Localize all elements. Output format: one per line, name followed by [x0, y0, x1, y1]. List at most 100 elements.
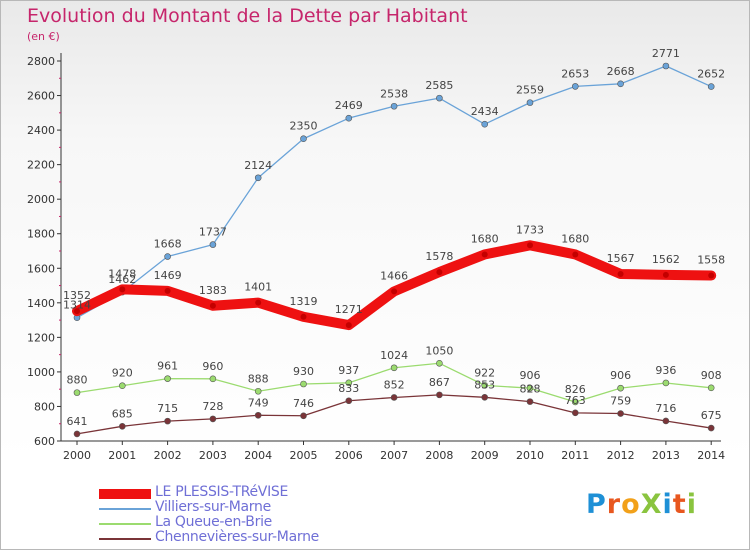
data-point	[164, 253, 171, 260]
data-label: 746	[293, 397, 314, 410]
data-point	[390, 394, 398, 401]
x-tick-label: 2000	[63, 449, 91, 462]
data-label: 937	[338, 364, 359, 377]
data-label: 880	[67, 374, 88, 387]
data-point	[436, 359, 443, 367]
data-label: 2350	[290, 120, 318, 133]
data-label: 828	[520, 383, 541, 396]
data-point	[254, 387, 262, 395]
data-point	[708, 272, 715, 279]
data-point	[345, 397, 353, 405]
y-tick-label: 600	[34, 435, 55, 448]
data-point	[164, 287, 171, 294]
data-label: 853	[474, 378, 495, 391]
data-point	[119, 423, 126, 430]
data-point	[209, 415, 217, 423]
data-point	[436, 391, 443, 399]
x-tick-label: 2004	[244, 449, 272, 462]
data-label: 867	[429, 376, 450, 389]
data-label: 749	[248, 396, 269, 409]
data-label: 2469	[335, 99, 363, 112]
data-point	[617, 80, 624, 88]
data-label: 1737	[199, 226, 227, 239]
data-label: 908	[701, 369, 722, 382]
x-tick-label: 2014	[697, 449, 725, 462]
data-label: 1478	[108, 267, 136, 280]
y-tick-label: 2000	[27, 193, 55, 206]
logo-letter: X	[640, 489, 663, 520]
data-label: 888	[248, 372, 269, 385]
data-point	[617, 270, 624, 277]
data-label: 685	[112, 407, 133, 420]
x-tick-label: 2002	[154, 449, 182, 462]
y-tick-label: 2200	[27, 159, 55, 172]
data-point	[119, 286, 126, 293]
data-point	[209, 375, 217, 383]
data-point	[481, 251, 488, 258]
y-tick-label: 1200	[27, 331, 55, 344]
data-point	[526, 384, 534, 392]
data-label: 1733	[516, 223, 544, 236]
data-point	[345, 322, 352, 329]
y-tick-label: 2400	[27, 124, 55, 137]
data-label: 2668	[607, 65, 635, 78]
data-label: 715	[157, 402, 178, 415]
y-tick-label: 2800	[27, 55, 55, 68]
data-point	[526, 99, 534, 106]
data-label: 1352	[63, 289, 91, 302]
data-point	[345, 114, 353, 122]
data-label: 2559	[516, 84, 544, 97]
logo-letter: i	[686, 489, 697, 520]
data-label: 1462	[108, 273, 136, 286]
data-label: 1668	[154, 238, 182, 251]
x-tick-label: 2011	[561, 449, 589, 462]
x-tick-label: 2005	[290, 449, 318, 462]
data-label: 1567	[607, 252, 635, 265]
legend-label: La Queue-en-Brie	[155, 514, 272, 530]
chart-subtitle: (en €)	[27, 30, 60, 43]
data-point	[572, 251, 579, 258]
data-label: 1466	[380, 269, 408, 282]
data-point	[119, 382, 126, 390]
data-point	[209, 241, 217, 248]
data-point	[571, 83, 579, 90]
logo-letter: i	[662, 489, 673, 520]
data-label: 641	[67, 415, 88, 428]
x-tick-label: 2006	[335, 449, 363, 462]
data-label: 2434	[471, 105, 499, 118]
legend-swatch	[99, 489, 151, 499]
data-point	[707, 384, 715, 392]
data-point	[481, 120, 489, 128]
data-point	[436, 94, 443, 102]
data-point	[300, 313, 307, 320]
data-label: 1578	[425, 250, 453, 263]
logo-letter: P	[586, 489, 607, 520]
data-label: 906	[520, 369, 541, 382]
chart-title: Evolution du Montant de la Dette par Hab…	[27, 5, 468, 27]
data-label: 826	[565, 383, 586, 396]
data-point	[662, 379, 670, 387]
data-label: 1314	[63, 299, 91, 312]
data-point	[436, 269, 443, 276]
data-point	[571, 398, 579, 406]
data-point	[707, 83, 715, 90]
data-label: 852	[384, 378, 405, 391]
data-label: 1562	[652, 253, 680, 266]
data-point	[300, 135, 307, 143]
data-label: 2771	[652, 47, 680, 60]
data-point	[209, 302, 216, 309]
data-point	[662, 62, 670, 70]
data-point	[617, 384, 624, 392]
data-label: 1050	[425, 344, 453, 357]
data-label: 675	[701, 409, 722, 422]
data-point	[74, 308, 80, 315]
y-tick-label: 2600	[27, 90, 55, 103]
data-label: 1024	[380, 349, 408, 362]
data-point	[617, 410, 624, 417]
data-label: 716	[655, 402, 676, 415]
data-label: 1680	[471, 232, 499, 245]
x-tick-label: 2008	[425, 449, 453, 462]
x-tick-label: 2001	[108, 449, 136, 462]
